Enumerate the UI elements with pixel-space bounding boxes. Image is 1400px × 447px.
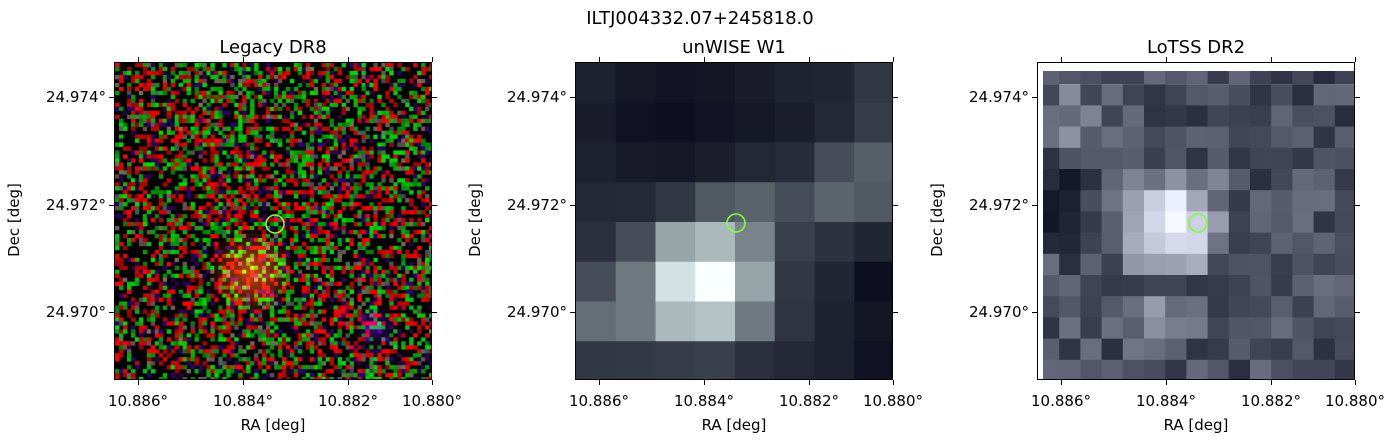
source-marker-circle: [265, 214, 285, 234]
x-tick-top: [432, 57, 433, 62]
x-tick-label: 10.880°: [1325, 392, 1385, 410]
x-tick: [704, 380, 705, 385]
x-tick: [432, 380, 433, 385]
x-tick-label: 10.882°: [779, 392, 839, 410]
x-tick: [809, 380, 810, 385]
lotss-image: [1038, 63, 1354, 379]
x-tick-top: [893, 57, 894, 62]
x-tick-top: [599, 57, 600, 62]
panel-title: LoTSS DR2: [1146, 37, 1246, 58]
x-tick-label: 10.886°: [108, 392, 168, 410]
panel-title: Legacy DR8: [219, 37, 327, 58]
x-tick-top: [138, 57, 139, 62]
y-tick-right: [432, 312, 437, 313]
y-tick-right: [1355, 312, 1360, 313]
panel-title: unWISE W1: [682, 37, 786, 58]
y-tick-right: [1355, 205, 1360, 206]
x-tick: [599, 380, 600, 385]
y-axis-title: Dec [deg]: [928, 183, 946, 257]
source-marker-circle: [726, 213, 746, 233]
x-tick-top: [243, 57, 244, 62]
source-marker-circle: [1188, 213, 1208, 233]
x-tick: [138, 380, 139, 385]
y-tick-label: 24.974°: [507, 88, 567, 106]
y-tick-label: 24.972°: [969, 196, 1029, 214]
legacy-image: [115, 63, 431, 379]
x-tick-label: 10.882°: [1241, 392, 1301, 410]
x-tick: [1271, 380, 1272, 385]
y-tick: [1032, 97, 1037, 98]
y-tick-right: [1355, 97, 1360, 98]
y-tick: [570, 312, 575, 313]
y-tick: [1032, 312, 1037, 313]
x-axis-title: RA [deg]: [1163, 416, 1229, 434]
x-tick-top: [704, 57, 705, 62]
y-tick-label: 24.972°: [46, 196, 106, 214]
image-frame-lotss: [1037, 62, 1355, 380]
y-tick-right: [893, 205, 898, 206]
panel-legacy: Legacy DR8: [0, 0, 470, 447]
x-tick-label: 10.884°: [213, 392, 273, 410]
x-tick-top: [809, 57, 810, 62]
x-tick-top: [348, 57, 349, 62]
y-axis-title: Dec [deg]: [466, 183, 484, 257]
image-frame-legacy: [114, 62, 432, 380]
x-tick-top: [1355, 57, 1356, 62]
x-tick: [1061, 380, 1062, 385]
x-tick-top: [1271, 57, 1272, 62]
x-axis-title: RA [deg]: [701, 416, 767, 434]
x-tick-label: 10.886°: [1031, 392, 1091, 410]
y-tick-label: 24.974°: [46, 88, 106, 106]
y-tick-right: [893, 312, 898, 313]
unwise-image: [576, 63, 892, 379]
y-axis-title: Dec [deg]: [5, 183, 23, 257]
y-tick-label: 24.974°: [969, 88, 1029, 106]
x-tick-top: [1061, 57, 1062, 62]
y-tick-right: [893, 97, 898, 98]
panel-lotss: LoTSS DR2: [922, 0, 1400, 447]
y-tick-label: 24.970°: [46, 303, 106, 321]
y-tick: [570, 97, 575, 98]
x-tick-top: [1166, 57, 1167, 62]
y-tick: [1032, 205, 1037, 206]
y-tick: [109, 312, 114, 313]
x-tick-label: 10.880°: [402, 392, 462, 410]
y-tick-label: 24.970°: [507, 303, 567, 321]
y-tick-label: 24.972°: [507, 196, 567, 214]
x-tick: [893, 380, 894, 385]
x-tick-label: 10.882°: [318, 392, 378, 410]
x-tick-label: 10.880°: [863, 392, 923, 410]
x-tick-label: 10.884°: [1136, 392, 1196, 410]
y-tick-right: [432, 97, 437, 98]
x-tick: [243, 380, 244, 385]
x-tick-label: 10.886°: [569, 392, 629, 410]
y-tick: [570, 205, 575, 206]
x-tick: [348, 380, 349, 385]
y-tick-right: [432, 205, 437, 206]
image-frame-unwise: [575, 62, 893, 380]
x-tick-label: 10.884°: [674, 392, 734, 410]
figure-title: ILTJ004332.07+245818.0: [586, 8, 814, 29]
panel-unwise: unWISE W1: [460, 0, 930, 447]
y-tick-label: 24.970°: [969, 303, 1029, 321]
y-tick: [109, 205, 114, 206]
x-axis-title: RA [deg]: [240, 416, 306, 434]
y-tick: [109, 97, 114, 98]
x-tick: [1355, 380, 1356, 385]
x-tick: [1166, 380, 1167, 385]
